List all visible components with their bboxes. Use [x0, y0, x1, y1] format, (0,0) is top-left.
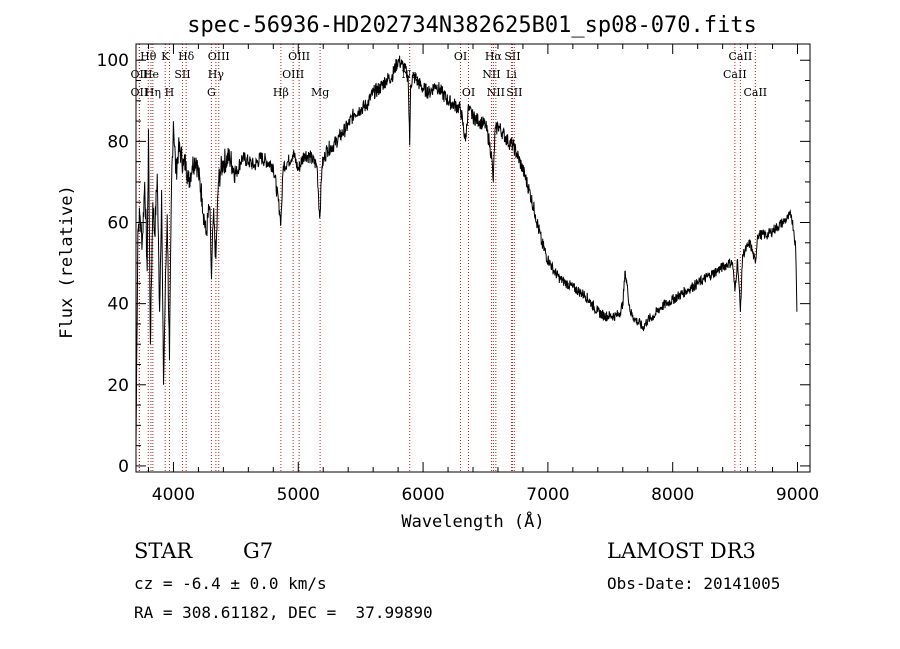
- x-tick-label: 6000: [401, 485, 444, 505]
- y-tick-label: 40: [107, 295, 129, 315]
- x-tick-label: 9000: [776, 485, 819, 505]
- spectral-line-label: SII: [506, 86, 522, 99]
- spectral-line-label: Mg: [311, 86, 329, 99]
- spectral-line-label: CaII: [729, 50, 753, 63]
- y-tick-label: 80: [107, 132, 129, 152]
- spectral-line-markers: [138, 44, 756, 472]
- spectral-line-label: OIII: [282, 68, 304, 81]
- y-tick-label: 0: [118, 457, 129, 477]
- coordinates: RA = 308.61182, DEC = 37.99890: [134, 603, 433, 622]
- y-tick-label: 100: [97, 51, 129, 71]
- spectral-line-label: Hη: [145, 86, 161, 99]
- series-layer: [135, 55, 798, 446]
- spectral-line-label: SII: [504, 50, 520, 63]
- survey-name: LAMOST DR3: [607, 539, 756, 563]
- spectral-line-label: OI: [462, 86, 475, 99]
- x-tick-label: 7000: [526, 485, 569, 505]
- spectral-line-label: G: [207, 86, 216, 99]
- spectral-line-label: Hγ: [208, 68, 225, 81]
- plot-frame: [135, 43, 811, 473]
- x-tick-label: 4000: [152, 485, 195, 505]
- spectral-line-label: CaII: [723, 68, 747, 81]
- spectral-line-label: Hα: [485, 50, 503, 63]
- spectral-line-label: Hθ: [140, 50, 157, 63]
- spectral-line-label: OI: [454, 50, 467, 63]
- spectral-line-label: NII: [482, 68, 500, 81]
- x-tick-label: 5000: [277, 485, 320, 505]
- object-class: STAR: [134, 539, 193, 563]
- x-axis-label: Wavelength (Å): [401, 510, 544, 532]
- x-tick-label: 8000: [651, 485, 694, 505]
- obs-date: Obs-Date: 20141005: [607, 574, 781, 593]
- spectral-line-label: K: [161, 50, 170, 63]
- chart-title: spec-56936-HD202734N382625B01_sp08-070.f…: [187, 13, 757, 38]
- spectral-line-label: CaII: [743, 86, 767, 99]
- spectral-line-label: OII: [131, 68, 149, 81]
- spectral-line-label: Hβ: [273, 86, 289, 99]
- y-tick-label: 20: [107, 376, 129, 396]
- spectrum-line: [135, 55, 798, 446]
- redshift-readout: cz = -6.4 ± 0.0 km/s: [134, 574, 327, 593]
- spectral-line-label: Li: [506, 68, 517, 81]
- spectral-line-label: OIII: [288, 50, 310, 63]
- x-axis-ticks: 4000 5000 6000 7000 8000 9000: [147, 44, 819, 505]
- spectral-line-label: NII: [487, 86, 505, 99]
- y-axis-label: Flux (relative): [57, 185, 77, 339]
- spectral-line-label: SII: [174, 68, 190, 81]
- spectral-line-label: OIII: [208, 50, 230, 63]
- spectral-line-label: Hδ: [178, 50, 195, 63]
- spectral-line-label: OII: [131, 86, 149, 99]
- y-axis-ticks: 0 20 40 60 80 100: [97, 51, 810, 477]
- spectral-line-label: He: [143, 68, 159, 81]
- spectral-line-label: H: [165, 86, 175, 99]
- y-tick-label: 60: [107, 214, 129, 234]
- subclass: G7: [243, 539, 274, 563]
